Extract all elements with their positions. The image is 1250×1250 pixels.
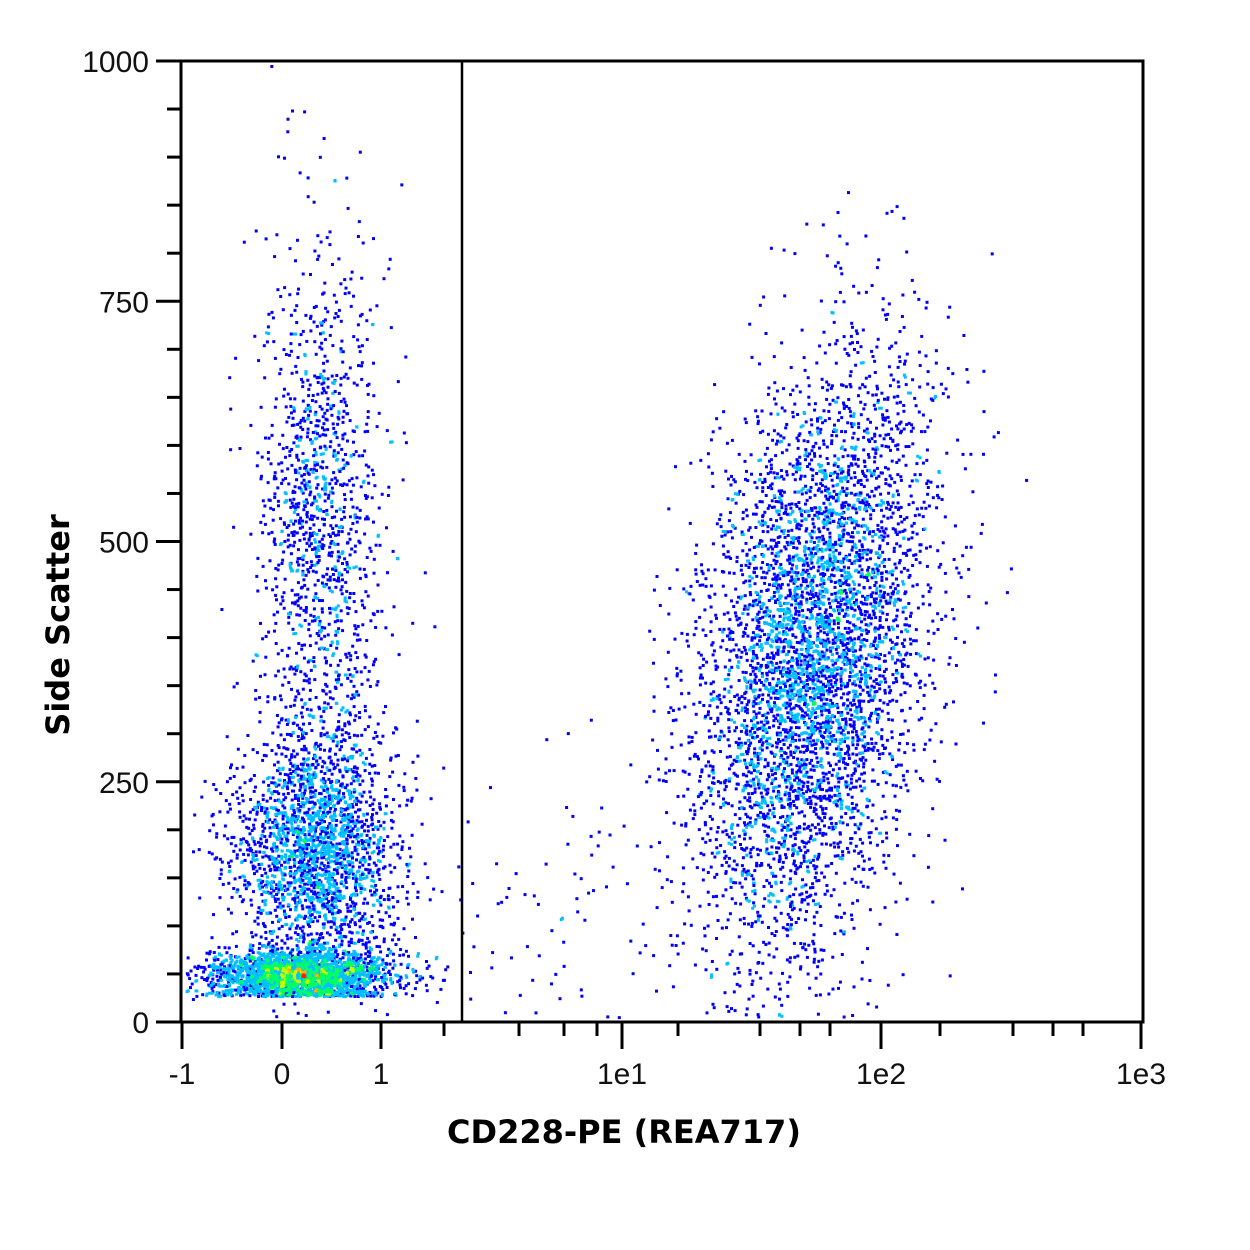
event-dots (185, 65, 1029, 1020)
y-tick-label: 500 (99, 527, 149, 560)
x-tick-label: 1e3 (1116, 1058, 1166, 1091)
y-tick-label: 1000 (82, 46, 149, 79)
x-axis-title: CD228-PE (REA717) (447, 1113, 801, 1151)
x-tick-label: 1 (373, 1058, 390, 1091)
x-tick-label: 0 (274, 1058, 291, 1091)
x-tick-label: -1 (169, 1058, 196, 1091)
y-tick-label: 750 (99, 286, 149, 319)
y-tick-label: 0 (132, 1007, 149, 1040)
x-tick-label: 1e2 (856, 1058, 906, 1091)
x-axis-ticks: -1 0 1 1e1 1e2 1e3 (169, 1022, 1166, 1091)
x-tick-label: 1e1 (597, 1058, 647, 1091)
y-axis-ticks: 0 250 500 750 1000 (82, 46, 181, 1040)
y-tick-label: 250 (99, 767, 149, 800)
y-axis-title: Side Scatter (39, 514, 77, 736)
